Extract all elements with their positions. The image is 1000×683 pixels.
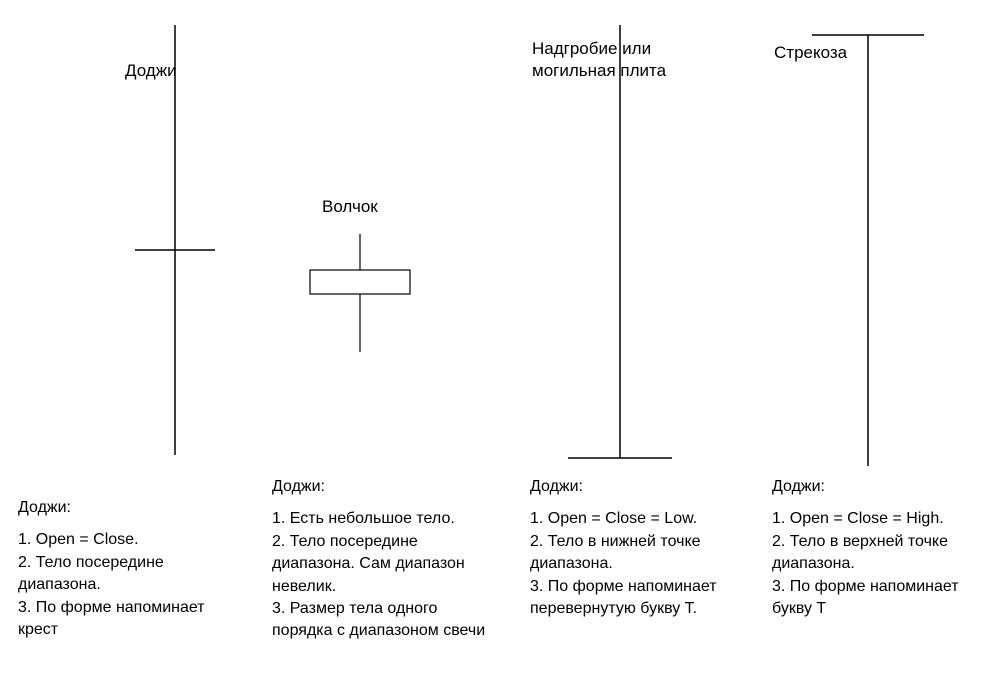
strekoza-description: Доджи: 1. Open = Close = High.2. Тело в в… <box>772 476 977 620</box>
strekoza-desc-line: 1. Open = Close = High. <box>772 508 977 530</box>
doji-desc-line: 3. По форме напоминает крест <box>18 597 248 642</box>
strekoza-desc-line: 3. По форме напоминает букву Т <box>772 576 977 621</box>
strekoza-shape <box>812 35 924 466</box>
doji-desc-line: 2. Тело посередине диапазона. <box>18 552 248 597</box>
strekoza-desc-header: Доджи: <box>772 476 977 498</box>
doji-desc-line: 1. Open = Close. <box>18 529 248 551</box>
volchok-title: Волчок <box>322 196 378 218</box>
nadgrobie-desc-header: Доджи: <box>530 476 755 498</box>
doji-description: Доджи: 1. Open = Close.2. Тело посередине… <box>18 497 248 641</box>
nadgrobie-title: Надгробие или могильная плита <box>532 38 666 82</box>
volchok-description: Доджи: 1. Есть небольшое тело.2. Тело пос… <box>272 476 502 643</box>
nadgrobie-desc-line: 3. По форме напоминает перевернутую букв… <box>530 576 755 621</box>
strekoza-title: Стрекоза <box>774 42 847 64</box>
volchok-desc-line: 1. Есть небольшое тело. <box>272 508 502 530</box>
doji-shape <box>135 25 215 455</box>
volchok-desc-line: 3. Размер тела одного порядка с диапазон… <box>272 598 502 643</box>
volchok-desc-header: Доджи: <box>272 476 502 498</box>
nadgrobie-description: Доджи: 1. Open = Close = Low.2. Тело в ни… <box>530 476 755 620</box>
volchok-shape <box>310 234 410 352</box>
nadgrobie-desc-line: 1. Open = Close = Low. <box>530 508 755 530</box>
doji-title: Доджи <box>125 60 177 82</box>
doji-desc-header: Доджи: <box>18 497 248 519</box>
strekoza-desc-line: 2. Тело в верхней точке диапазона. <box>772 531 977 576</box>
nadgrobie-shape <box>568 25 672 458</box>
volchok-desc-line: 2. Тело посередине диапазона. Сам диапаз… <box>272 531 502 598</box>
nadgrobie-desc-line: 2. Тело в нижней точке диапазона. <box>530 531 755 576</box>
